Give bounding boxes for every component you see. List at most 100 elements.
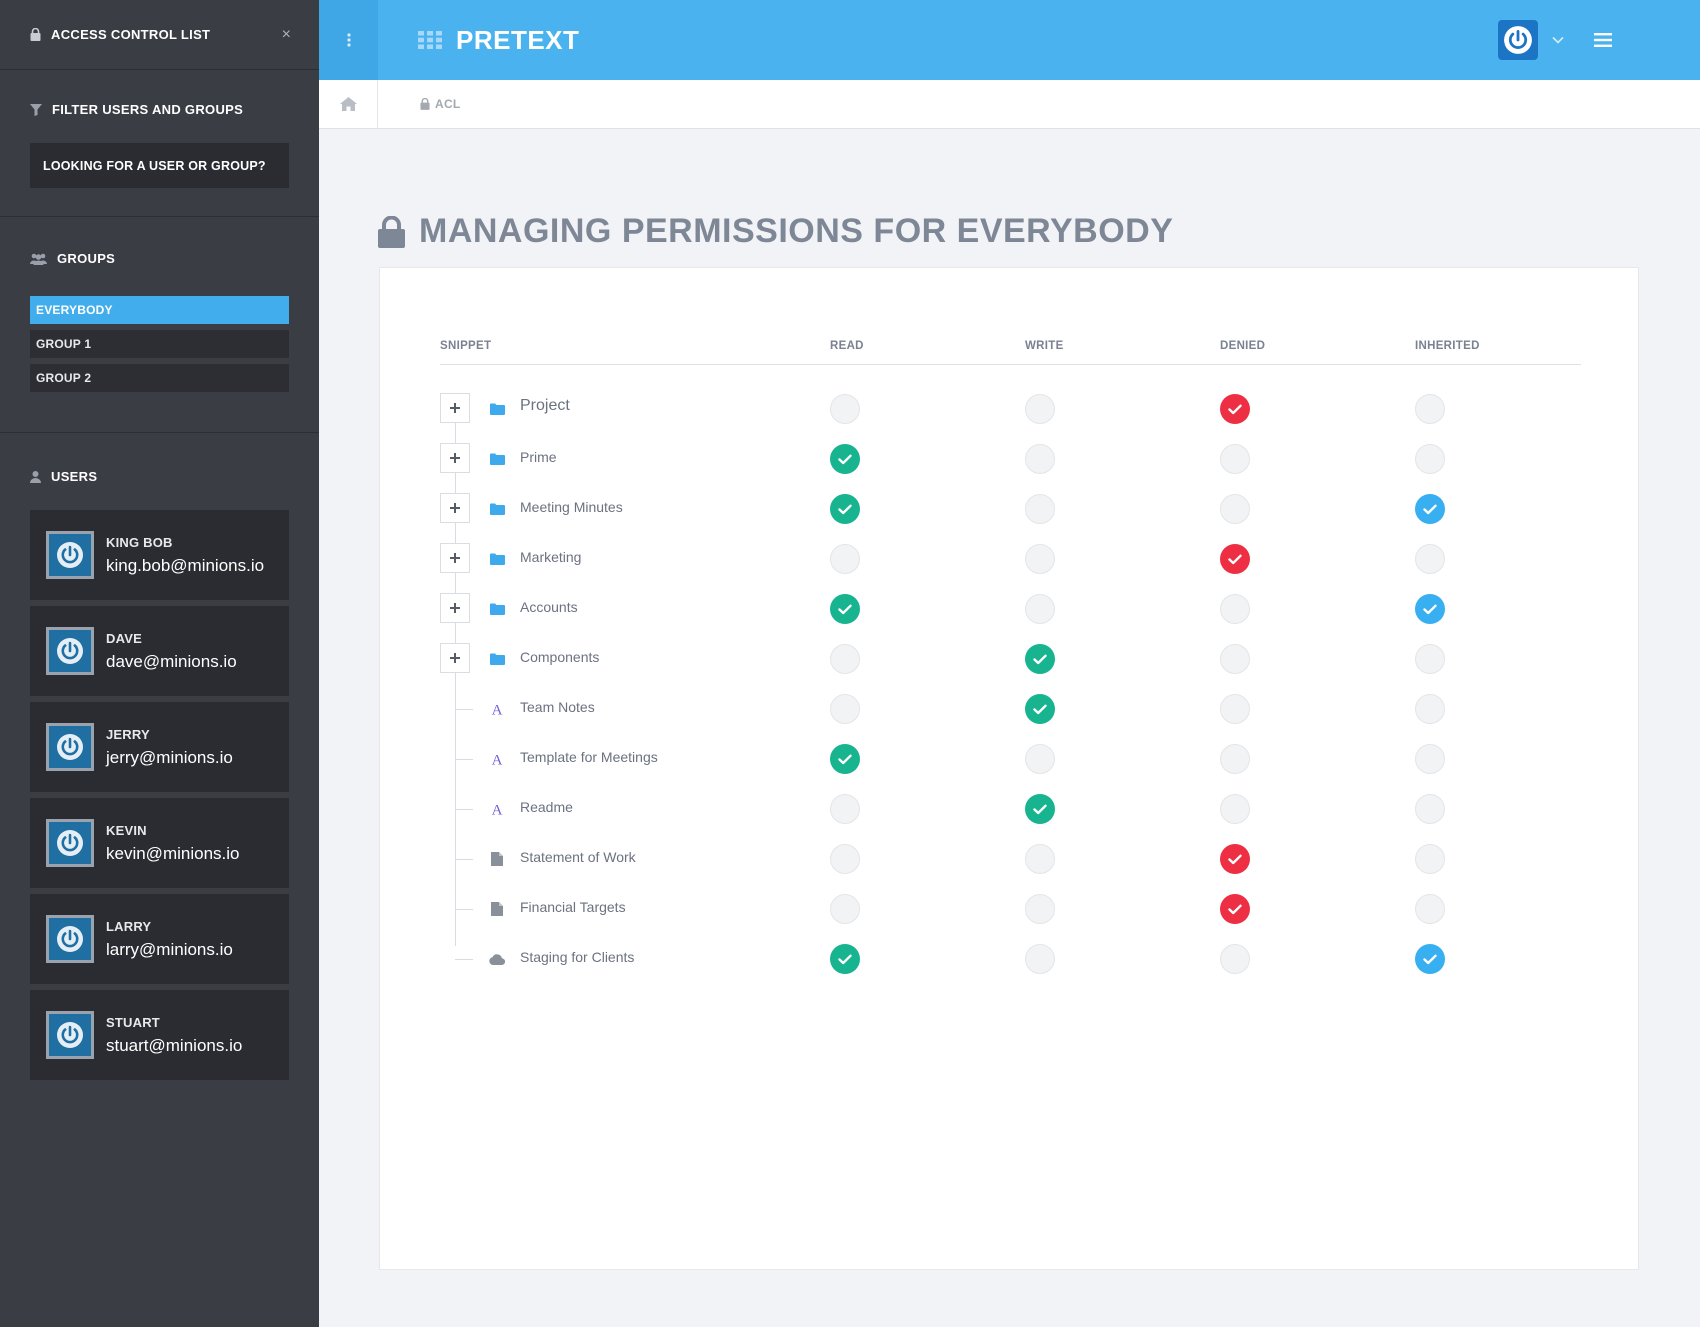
power-icon bbox=[57, 734, 83, 760]
plus-icon bbox=[450, 503, 460, 513]
write-permission-toggle[interactable] bbox=[1025, 794, 1055, 824]
check-icon bbox=[838, 504, 852, 514]
denied-permission-toggle[interactable] bbox=[1220, 894, 1250, 924]
denied-permission-toggle[interactable] bbox=[1220, 394, 1250, 424]
inherited-permission-toggle[interactable] bbox=[1415, 844, 1445, 874]
snippet-label[interactable]: Project bbox=[520, 397, 570, 414]
write-permission-toggle[interactable] bbox=[1025, 844, 1055, 874]
tree-branch-line bbox=[455, 809, 473, 810]
user-card-jerry[interactable]: JERRY jerry@minions.io bbox=[30, 702, 289, 792]
table-row: Meeting Minutes bbox=[440, 486, 1581, 536]
write-permission-toggle[interactable] bbox=[1025, 644, 1055, 674]
inherited-permission-toggle[interactable] bbox=[1415, 894, 1445, 924]
snippet-label[interactable]: Financial Targets bbox=[520, 899, 626, 915]
denied-permission-toggle[interactable] bbox=[1220, 544, 1250, 574]
snippet-label[interactable]: Accounts bbox=[520, 599, 578, 615]
read-permission-toggle[interactable] bbox=[830, 794, 860, 824]
group-item-group-2[interactable]: GROUP 2 bbox=[30, 364, 289, 392]
search-input[interactable]: LOOKING FOR A USER OR GROUP? bbox=[30, 143, 289, 188]
user-card-stuart[interactable]: STUART stuart@minions.io bbox=[30, 990, 289, 1080]
expand-button[interactable] bbox=[440, 393, 470, 423]
read-permission-toggle[interactable] bbox=[830, 894, 860, 924]
avatar bbox=[46, 819, 94, 867]
snippet-label[interactable]: Marketing bbox=[520, 549, 582, 565]
write-permission-toggle[interactable] bbox=[1025, 944, 1055, 974]
write-permission-toggle[interactable] bbox=[1025, 394, 1055, 424]
power-button[interactable] bbox=[1498, 20, 1538, 60]
inherited-permission-toggle[interactable] bbox=[1415, 494, 1445, 524]
write-permission-toggle[interactable] bbox=[1025, 744, 1055, 774]
inherited-permission-toggle[interactable] bbox=[1415, 694, 1445, 724]
hamburger-menu-icon[interactable] bbox=[1594, 33, 1612, 47]
read-permission-toggle[interactable] bbox=[830, 494, 860, 524]
inherited-permission-toggle[interactable] bbox=[1415, 644, 1445, 674]
write-permission-toggle[interactable] bbox=[1025, 694, 1055, 724]
read-permission-toggle[interactable] bbox=[830, 594, 860, 624]
group-item-group-1[interactable]: GROUP 1 bbox=[30, 330, 289, 358]
filter-title: FILTER USERS AND GROUPS bbox=[52, 102, 244, 117]
inherited-permission-toggle[interactable] bbox=[1415, 444, 1445, 474]
power-icon bbox=[57, 1022, 83, 1048]
user-card-dave[interactable]: DAVE dave@minions.io bbox=[30, 606, 289, 696]
snippet-label[interactable]: Team Notes bbox=[520, 699, 595, 715]
sidebar: ACCESS CONTROL LIST × FILTER USERS AND G… bbox=[0, 0, 319, 1327]
read-permission-toggle[interactable] bbox=[830, 644, 860, 674]
denied-permission-toggle[interactable] bbox=[1220, 494, 1250, 524]
groups-section: GROUPS EVERYBODY GROUP 1 GROUP 2 bbox=[0, 217, 319, 433]
inherited-permission-toggle[interactable] bbox=[1415, 744, 1445, 774]
expand-button[interactable] bbox=[440, 493, 470, 523]
chevron-down-icon[interactable] bbox=[1552, 36, 1564, 44]
inherited-permission-toggle[interactable] bbox=[1415, 544, 1445, 574]
write-permission-toggle[interactable] bbox=[1025, 894, 1055, 924]
denied-permission-toggle[interactable] bbox=[1220, 844, 1250, 874]
snippet-label[interactable]: Meeting Minutes bbox=[520, 499, 623, 515]
group-item-everybody[interactable]: EVERYBODY bbox=[30, 296, 289, 324]
breadcrumb-acl[interactable]: ACL bbox=[420, 97, 461, 111]
expand-button[interactable] bbox=[440, 443, 470, 473]
read-permission-toggle[interactable] bbox=[830, 544, 860, 574]
snippet-label[interactable]: Prime bbox=[520, 449, 557, 465]
denied-permission-toggle[interactable] bbox=[1220, 944, 1250, 974]
denied-permission-toggle[interactable] bbox=[1220, 794, 1250, 824]
inherited-permission-toggle[interactable] bbox=[1415, 394, 1445, 424]
power-icon bbox=[57, 542, 83, 568]
snippet-label[interactable]: Staging for Clients bbox=[520, 949, 635, 965]
write-permission-toggle[interactable] bbox=[1025, 444, 1055, 474]
inherited-permission-toggle[interactable] bbox=[1415, 944, 1445, 974]
vertical-dots-icon[interactable] bbox=[319, 0, 378, 80]
denied-permission-toggle[interactable] bbox=[1220, 744, 1250, 774]
svg-text:A: A bbox=[492, 803, 503, 817]
expand-button[interactable] bbox=[440, 543, 470, 573]
inherited-permission-toggle[interactable] bbox=[1415, 794, 1445, 824]
snippet-label[interactable]: Statement of Work bbox=[520, 849, 636, 865]
read-permission-toggle[interactable] bbox=[830, 844, 860, 874]
expand-button[interactable] bbox=[440, 593, 470, 623]
write-permission-toggle[interactable] bbox=[1025, 594, 1055, 624]
user-card-king-bob[interactable]: KING BOB king.bob@minions.io bbox=[30, 510, 289, 600]
snippet-label[interactable]: Template for Meetings bbox=[520, 749, 658, 765]
denied-permission-toggle[interactable] bbox=[1220, 444, 1250, 474]
read-permission-toggle[interactable] bbox=[830, 694, 860, 724]
read-permission-toggle[interactable] bbox=[830, 444, 860, 474]
close-icon[interactable]: × bbox=[281, 25, 291, 43]
user-card-larry[interactable]: LARRY larry@minions.io bbox=[30, 894, 289, 984]
home-icon[interactable] bbox=[319, 79, 378, 129]
power-icon bbox=[1504, 26, 1532, 54]
read-permission-toggle[interactable] bbox=[830, 394, 860, 424]
inherited-permission-toggle[interactable] bbox=[1415, 594, 1445, 624]
denied-permission-toggle[interactable] bbox=[1220, 644, 1250, 674]
write-permission-toggle[interactable] bbox=[1025, 544, 1055, 574]
read-permission-toggle[interactable] bbox=[830, 744, 860, 774]
apps-grid-icon[interactable] bbox=[418, 31, 442, 49]
user-card-kevin[interactable]: KEVIN kevin@minions.io bbox=[30, 798, 289, 888]
denied-permission-toggle[interactable] bbox=[1220, 694, 1250, 724]
write-permission-toggle[interactable] bbox=[1025, 494, 1055, 524]
read-permission-toggle[interactable] bbox=[830, 944, 860, 974]
snippet-label[interactable]: Components bbox=[520, 649, 600, 665]
snippet-label[interactable]: Readme bbox=[520, 799, 573, 815]
brand-name: PRETEXT bbox=[456, 24, 580, 55]
denied-permission-toggle[interactable] bbox=[1220, 594, 1250, 624]
cloud-icon bbox=[489, 951, 505, 967]
check-icon bbox=[1033, 704, 1047, 714]
expand-button[interactable] bbox=[440, 643, 470, 673]
